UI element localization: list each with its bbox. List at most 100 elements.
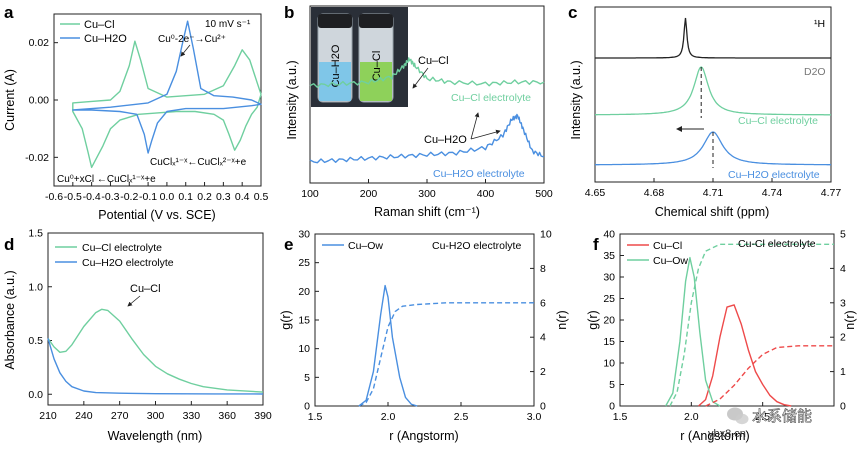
x-axis-label-b: Raman shift (cm⁻¹) [374, 205, 480, 219]
panel-f-ytick-label: 30 [603, 272, 615, 284]
panel-f-ytick-label: 20 [603, 315, 615, 327]
panel-a-xtick-label: -0.2 [120, 191, 138, 203]
legend-label-cu-h2o: Cu–H2O [84, 33, 127, 45]
x-axis-label-f: r (Angstorm) [680, 429, 749, 443]
watermark-text: 水系储能 [752, 408, 812, 425]
cv-curve-blue [72, 20, 262, 154]
panel-e-right-ytick-label: 4 [540, 332, 546, 344]
panel-a-xtick-label: -0.5 [64, 191, 82, 203]
panel-e-ytick-label: 0 [304, 401, 310, 413]
panel-c: c 4.65 4.68 4.71 4.74 4.77 ¹H D2O Cu–Cl elec… [568, 3, 841, 219]
y2-axis-label-f: n(r) [843, 310, 857, 329]
panel-f-right-ytick-label: 4 [840, 263, 846, 275]
panel-a-xtick-label: 0.5 [254, 191, 269, 203]
series-label-cu-cl-electrolyte: Cu–Cl electrolyte [451, 92, 531, 104]
panel-e-ytick-label: 20 [298, 286, 310, 298]
y-axis-label-f: g(r) [586, 310, 600, 329]
annotation-scan-rate: 10 mV s⁻¹ [205, 19, 251, 30]
panel-e-xtick-label: 2.5 [454, 411, 469, 423]
arrow-oxidation [180, 44, 191, 57]
peak-label-cu-h2o: Cu–H2O [424, 134, 467, 146]
legend-label-cu-cl-d: Cu–Cl electrolyte [82, 242, 162, 254]
panel-e-xtick-label: 3.0 [527, 411, 542, 423]
panel-label-f: f [593, 235, 599, 254]
panel-e-ytick-label: 5 [304, 372, 310, 384]
rdf-curve-red-dashed [705, 345, 834, 407]
legend-label-cu-ow-e: Cu–Ow [348, 240, 383, 252]
uv-curve-green [47, 308, 264, 393]
y-axis-label-e: g(r) [279, 310, 293, 329]
panel-c-xtick-label: 4.68 [644, 187, 665, 199]
inset-photo: Cu–H2O Cu–Cl [311, 7, 408, 107]
nmr-curve-green [595, 66, 831, 116]
watermark: 水系储能 ybx8.cn [708, 407, 812, 440]
series-label-cu-cl-electrolyte-c: Cu–Cl electrolyte [738, 115, 818, 127]
panel-a-xtick-label: 0.0 [160, 191, 175, 203]
x-axis-label-d: Wavelength (nm) [108, 429, 203, 443]
panel-label-a: a [4, 3, 14, 22]
panel-b-xtick-label: 200 [360, 188, 378, 200]
legend-label-cu-cl: Cu–Cl [84, 19, 115, 31]
panel-f-xtick-label: 1.5 [613, 411, 628, 423]
panel-a-xtick-label: -0.1 [139, 191, 157, 203]
x-axis-label-e: r (Angstorm) [389, 429, 458, 443]
vial-label-cu-cl: Cu–Cl [371, 51, 383, 82]
vial-cap-cu-cl [359, 14, 393, 28]
panel-f-ytick-label: 35 [603, 250, 615, 262]
panel-b-xtick-label: 300 [418, 188, 436, 200]
panel-label-c: c [568, 3, 577, 22]
panel-e-ytick-label: 10 [298, 343, 310, 355]
panel-label-e: e [284, 235, 293, 254]
panel-f-ytick-label: 40 [603, 229, 615, 241]
uv-curve-blue [47, 338, 264, 395]
legend-label-cu-cl-f: Cu–Cl [653, 240, 682, 252]
rdf-curve-red-solid [698, 304, 792, 407]
arrow-cu-cl-peak [412, 67, 429, 89]
panel-c-xtick-label: 4.65 [585, 187, 606, 199]
panel-a-ytick-label: -0.02 [25, 152, 49, 164]
annotation-electrolyte-f: Cu-Cl electrolyte [738, 238, 816, 250]
panel-e-ytick-label: 25 [298, 257, 310, 269]
annotation-oxidation: Cu⁰-2e⁻→Cu²⁺ [158, 34, 226, 45]
panel-a-xtick-label: 0.3 [216, 191, 231, 203]
panel-a-xtick-label: 0.1 [178, 191, 193, 203]
panel-f-right-ytick-label: 5 [840, 229, 846, 241]
y-axis-label-b: Intensity (a.u.) [285, 60, 299, 139]
x-axis-label-c: Chemical shift (ppm) [655, 205, 770, 219]
panel-d-xtick-label: 240 [75, 410, 93, 422]
panel-c-xtick-label: 4.77 [821, 187, 842, 199]
panel-d-ytick-label: 1.5 [28, 228, 43, 240]
panel-e-xtick-label: 2.0 [381, 411, 396, 423]
panel-label-d: d [4, 235, 14, 254]
series-label-1h: ¹H [814, 18, 825, 30]
panel-d-ytick-label: 0.5 [28, 335, 43, 347]
panel-a-xtick-label: -0.6 [45, 191, 63, 203]
panel-a-xtick-label: -0.3 [101, 191, 119, 203]
arrow-cu-cl-d [127, 295, 141, 307]
panel-f-ytick-label: 10 [603, 358, 615, 370]
panel-e-xtick-label: 1.5 [308, 411, 323, 423]
panel-d-ytick-label: 0.0 [28, 389, 43, 401]
panel-b: b 100 200 300 400 500 Cu–H2O Cu–Cl Cu–Cl ele… [284, 3, 553, 219]
y-axis-label-a: Current (A) [3, 69, 17, 131]
legend-label-cu-h2o-d: Cu–H2O electrolyte [82, 257, 174, 269]
panel-d: d 210 240 270 300 330 360 390 0.0 0.5 1.0 1.5 Cu–C… [3, 228, 272, 444]
panel-b-xtick-label: 100 [301, 188, 319, 200]
y-axis-label-d: Absorbance (a.u.) [3, 270, 17, 369]
panel-f-ytick-label: 5 [609, 379, 615, 391]
raman-curve-blue [309, 113, 545, 164]
panel-f-xtick-label: 2.0 [684, 411, 699, 423]
panel-e-right-ytick-label: 2 [540, 366, 546, 378]
y-axis-label-c: Intensity (a.u.) [569, 60, 583, 139]
panel-d-xtick-label: 330 [183, 410, 201, 422]
panel-a-xtick-label: 0.2 [197, 191, 212, 203]
peak-label-cu-cl: Cu–Cl [418, 55, 449, 67]
panel-d-ytick-label: 1.0 [28, 281, 43, 293]
panel-e-right-ytick-label: 10 [540, 229, 552, 241]
annotation-cu-cl-d: Cu–Cl [130, 283, 161, 295]
cv-curve-green [72, 40, 262, 169]
panel-e-right-ytick-label: 6 [540, 297, 546, 309]
raman-curve-green [309, 57, 545, 88]
